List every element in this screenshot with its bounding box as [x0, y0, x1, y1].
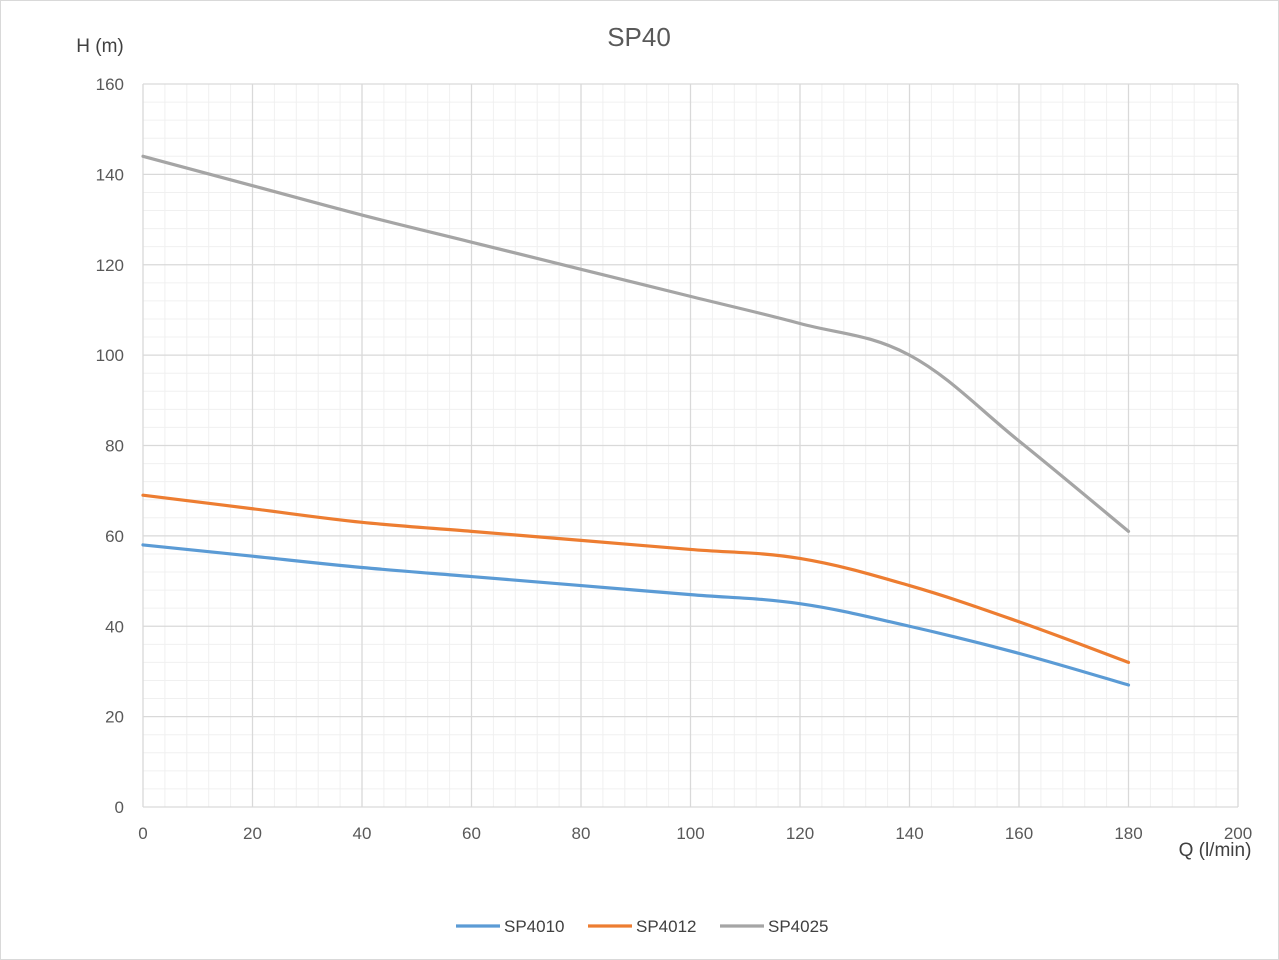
- x-tick-label: 80: [572, 824, 591, 843]
- x-tick-label: 140: [895, 824, 923, 843]
- y-tick-label: 80: [105, 437, 124, 456]
- legend-label: SP4025: [768, 917, 829, 936]
- legend: SP4010 SP4012 SP4025: [456, 917, 829, 936]
- series-line-sp4025: [141, 154, 1131, 533]
- x-tick-label: 100: [676, 824, 704, 843]
- y-tick-label: 0: [115, 798, 124, 817]
- x-tick-label: 40: [353, 824, 372, 843]
- x-tick-label: 60: [462, 824, 481, 843]
- y-axis-label: H (m): [76, 36, 123, 57]
- y-tick-label: 40: [105, 617, 124, 636]
- y-tick-label: 120: [96, 256, 124, 275]
- x-axis-label: Q (l/min): [1179, 840, 1252, 861]
- series-line-sp4012: [141, 493, 1131, 664]
- legend-label: SP4012: [636, 917, 697, 936]
- major-gridlines: [142, 83, 1239, 808]
- y-axis-ticks: 0 20 40 60 80 100 120 140 160: [96, 75, 124, 817]
- y-tick-label: 100: [96, 346, 124, 365]
- x-tick-label: 160: [1005, 824, 1033, 843]
- y-tick-label: 20: [105, 708, 124, 727]
- x-tick-label: 200: [1224, 824, 1252, 843]
- x-tick-label: 180: [1114, 824, 1142, 843]
- y-tick-label: 160: [96, 75, 124, 94]
- x-tick-label: 0: [138, 824, 147, 843]
- legend-label: SP4010: [504, 917, 565, 936]
- chart-title: SP40: [607, 22, 671, 52]
- x-tick-label: 20: [243, 824, 262, 843]
- series-line-sp4010: [141, 543, 1131, 687]
- y-tick-label: 60: [105, 527, 124, 546]
- x-axis-ticks: 0 20 40 60 80 100 120 140 160 180 200: [138, 824, 1252, 843]
- y-tick-label: 140: [96, 165, 124, 184]
- x-tick-label: 120: [786, 824, 814, 843]
- series-lines: [141, 154, 1131, 687]
